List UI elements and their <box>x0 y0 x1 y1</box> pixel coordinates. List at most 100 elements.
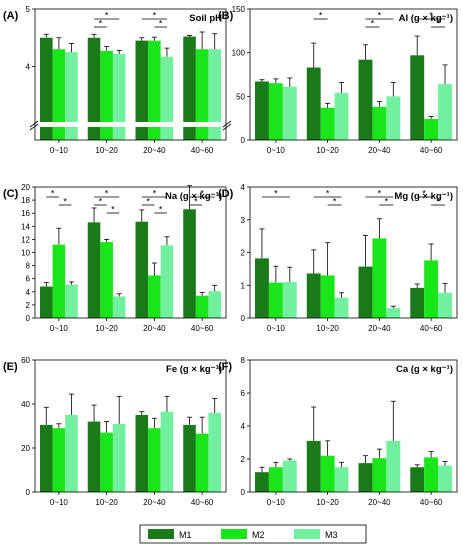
x-tick-label: 10~20 <box>95 146 118 155</box>
bar-m1-0 <box>255 472 269 492</box>
x-tick-label: 10~20 <box>316 498 339 507</box>
panel-title: Na (g × kg⁻¹) <box>165 191 222 202</box>
legend: M1 M2 M3 <box>139 524 367 544</box>
bar-m3-0 <box>65 415 78 492</box>
y-tick-label: 60 <box>21 356 30 365</box>
axis-break-gap <box>29 122 228 127</box>
axis-break-mark <box>222 123 232 131</box>
bar-m2-1 <box>100 242 113 318</box>
bar-m3-2 <box>386 308 401 318</box>
bar-m2-3 <box>424 119 439 140</box>
plot-frame <box>34 8 227 141</box>
bar-m3-1 <box>112 296 126 318</box>
bar-m3-0 <box>65 52 78 140</box>
x-tick-label: 0~10 <box>267 324 286 333</box>
y-tick-label: 12 <box>21 235 30 244</box>
bar-m1-0 <box>255 81 269 140</box>
significance-star: * <box>319 11 323 21</box>
x-tick-label: 40~60 <box>420 324 443 333</box>
significance-star: * <box>105 11 109 21</box>
bar-m3-2 <box>386 96 401 140</box>
significance-star: * <box>153 11 157 21</box>
plot-frame <box>34 359 227 493</box>
panel-label: (E) <box>3 361 18 373</box>
bar-m2-1 <box>320 275 335 318</box>
bar-m3-1 <box>334 467 349 492</box>
bar-m1-1 <box>306 440 321 492</box>
bar-m2-3 <box>195 295 209 318</box>
bar-m3-2 <box>160 411 174 492</box>
x-tick-label: 0~10 <box>50 146 69 155</box>
panel-title: Ca (g × kg⁻¹) <box>396 364 453 375</box>
x-tick-label: 20~40 <box>368 146 391 155</box>
plot-frame <box>249 8 458 141</box>
panel-label: (C) <box>3 188 19 200</box>
significance-star: * <box>111 205 115 215</box>
bar-m3-1 <box>334 297 349 318</box>
panel-a: 450~10 10~20 20~40 40~60(A) Soil pH**** <box>3 5 232 155</box>
y-tick-label: 20 <box>21 183 30 192</box>
bar-m2-2 <box>148 40 161 140</box>
bar-m2-1 <box>100 432 113 492</box>
bar-m2-2 <box>148 275 161 318</box>
y-tick-label: 40 <box>21 400 30 409</box>
x-tick-label: 20~40 <box>368 324 391 333</box>
x-tick-label: 40~60 <box>420 498 443 507</box>
bar-m1-1 <box>306 273 321 318</box>
significance-star: * <box>326 189 330 199</box>
bar-m1-2 <box>135 221 149 318</box>
bar-m3-2 <box>160 56 174 140</box>
bar-m1-0 <box>40 286 53 318</box>
bar-m1-0 <box>255 258 269 318</box>
bar-m3-2 <box>160 245 174 318</box>
x-tick-label: 0~10 <box>267 146 286 155</box>
y-tick-label: 6 <box>26 275 31 284</box>
significance-star: * <box>200 189 204 199</box>
x-tick-label: 20~40 <box>143 498 166 507</box>
y-tick-label: 4 <box>26 63 31 72</box>
legend-label-m2: M2 <box>252 530 265 540</box>
significance-star: * <box>371 19 375 29</box>
bar-m1-1 <box>87 222 101 318</box>
x-tick-label: 40~60 <box>420 146 443 155</box>
y-tick-label: 8 <box>241 356 246 365</box>
significance-star: * <box>63 197 67 207</box>
y-tick-label: 150 <box>232 5 246 14</box>
bar-m1-0 <box>40 424 53 492</box>
x-tick-label: 20~40 <box>143 324 166 333</box>
bar-m2-0 <box>268 467 283 492</box>
bar-m1-0 <box>40 37 53 140</box>
x-tick-label: 10~20 <box>316 324 339 333</box>
y-tick-label: 2 <box>26 301 31 310</box>
x-tick-label: 20~40 <box>143 146 166 155</box>
significance-star: * <box>274 189 278 199</box>
bar-m1-3 <box>183 424 196 492</box>
y-tick-label: 3 <box>241 216 246 225</box>
bar-m1-3 <box>183 209 196 318</box>
y-tick-label: 2 <box>241 455 246 464</box>
x-tick-label: 20~40 <box>368 498 391 507</box>
bar-m3-3 <box>208 49 221 140</box>
y-tick-label: 8 <box>26 262 31 271</box>
bar-m2-2 <box>372 238 387 318</box>
x-tick-label: 40~60 <box>191 324 214 333</box>
bar-m1-1 <box>306 67 321 140</box>
y-tick-label: 0 <box>26 314 31 323</box>
bar-m2-2 <box>372 106 387 140</box>
significance-star: * <box>333 197 337 207</box>
panel-label: (D) <box>218 188 234 200</box>
bar-m1-3 <box>410 55 425 140</box>
y-tick-label: 50 <box>236 92 245 101</box>
significance-star: * <box>153 189 157 199</box>
bar-m2-3 <box>424 260 439 318</box>
bar-m1-2 <box>358 59 373 140</box>
bar-m2-3 <box>424 457 439 492</box>
legend-swatch-m3 <box>294 529 320 539</box>
bar-m3-0 <box>282 86 297 140</box>
y-tick-label: 16 <box>21 209 30 218</box>
bar-m1-3 <box>410 287 425 318</box>
x-tick-label: 40~60 <box>191 146 214 155</box>
bar-m2-0 <box>52 49 66 140</box>
panel-title: Fe (g × kg⁻¹) <box>166 364 222 375</box>
